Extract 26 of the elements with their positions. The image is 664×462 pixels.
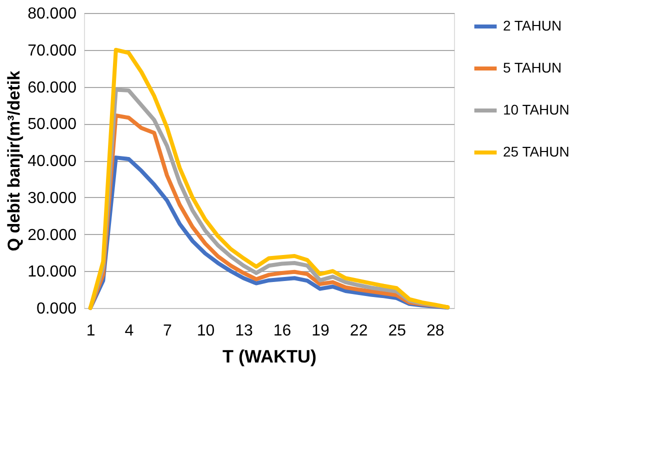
x-tick-label: 16 <box>273 322 292 340</box>
y-tick-label: 30.000 <box>28 190 77 207</box>
x-tick-label: 25 <box>388 322 406 340</box>
line-series <box>88 48 450 310</box>
x-tick-label: 22 <box>350 322 368 340</box>
x-axis-title: T (WAKTU) <box>222 346 316 366</box>
y-tick-label: 70.000 <box>28 42 77 60</box>
y-tick-label: 10.000 <box>28 264 77 281</box>
legend-label: 10 TAHUN <box>503 102 570 118</box>
legend-label: 5 TAHUN <box>503 60 562 76</box>
y-tick-label: 0.000 <box>36 300 77 318</box>
y-tick-label: 50.000 <box>28 116 77 134</box>
x-tick-label: 10 <box>196 322 215 340</box>
y-tick-label: 80.000 <box>28 6 77 22</box>
x-tick-label: 19 <box>312 322 330 340</box>
y-axis-title: Q debit banjir(m³/detik <box>4 70 24 252</box>
x-tick-label: 13 <box>235 322 253 340</box>
y-tick-label: 40.000 <box>28 153 77 170</box>
x-tick-label: 28 <box>426 322 444 340</box>
legend-label: 25 TAHUN <box>503 144 570 160</box>
x-tick-label: 4 <box>124 322 134 340</box>
x-tick-label: 7 <box>162 322 172 340</box>
y-tick-label: 60.000 <box>28 79 77 96</box>
y-tick-label: 20.000 <box>28 226 77 244</box>
x-tick-label: 1 <box>86 322 96 340</box>
legend-label: 2 TAHUN <box>503 18 562 34</box>
